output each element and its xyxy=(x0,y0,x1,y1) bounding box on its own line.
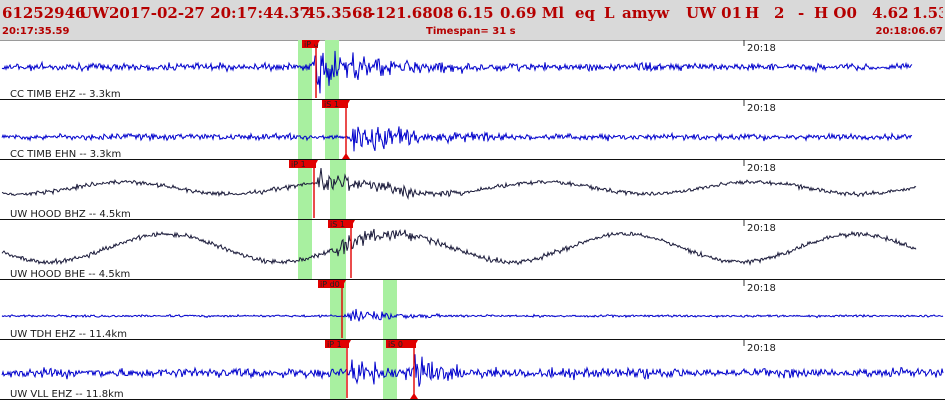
event-analyst: amyw xyxy=(622,4,670,22)
station-label: UW TDH EHZ -- 11.4km xyxy=(10,329,127,340)
waveform-trace xyxy=(1,126,913,152)
event-dash: - xyxy=(798,4,805,22)
event-h-flag: H xyxy=(745,4,760,22)
pick-window xyxy=(298,160,312,220)
pick-window xyxy=(330,280,346,340)
pick-window xyxy=(330,220,346,280)
pick-arrow-down-icon xyxy=(312,40,320,47)
trace-row[interactable]: UW VLL EHZ -- 11.8km 20:18 iP 1 iS 0 xyxy=(0,340,945,400)
event-id[interactable]: 61252946 xyxy=(2,4,86,22)
pick-window xyxy=(383,340,397,400)
phase-pick[interactable]: iS 1 xyxy=(328,220,355,278)
station-label: CC TIMB EHN -- 3.3km xyxy=(10,149,121,160)
pick-window xyxy=(325,100,339,160)
waveform-trace xyxy=(1,308,944,322)
phase-pick[interactable]: iS 0 xyxy=(386,340,418,399)
event-quality: H O0 xyxy=(814,4,857,22)
time-tick-label: 20:18 xyxy=(747,223,776,234)
pick-label: iP 1 xyxy=(327,340,342,349)
pick-flag[interactable] xyxy=(328,220,353,228)
trace-row[interactable]: CC TIMB EHZ -- 3.3km 20:18 iP 0 xyxy=(0,40,945,100)
phase-pick[interactable]: iP 0 xyxy=(302,40,320,98)
station-label: UW VLL EHZ -- 11.8km xyxy=(10,389,124,400)
station-label: CC TIMB EHZ -- 3.3km xyxy=(10,89,121,100)
pick-window-layer xyxy=(298,40,397,400)
event-flag: L xyxy=(604,4,615,22)
pick-label: iP d0 xyxy=(320,280,340,289)
pick-label: iP 1 xyxy=(291,160,306,169)
pick-arrow-down-icon xyxy=(342,100,350,107)
waveform-trace xyxy=(1,168,917,201)
event-longitude: -121.6808 xyxy=(369,4,454,22)
pick-flag[interactable] xyxy=(325,340,349,348)
event-erh: 1.53 xyxy=(912,4,943,22)
pick-window xyxy=(330,160,346,220)
pick-arrow-down-icon xyxy=(310,160,318,167)
trace-row[interactable]: UW HOOD BHZ -- 4.5km 20:18 iP 1 xyxy=(0,160,945,220)
phase-pick[interactable]: iP 1 xyxy=(289,160,318,218)
event-network: UW xyxy=(79,4,109,22)
waveform-panel[interactable]: CC TIMB EHZ -- 3.3km 20:18 iP 0 CC TIMB EHN… xyxy=(0,40,945,400)
timespan-label: Timespan= 31 s xyxy=(426,26,516,37)
event-summary-line: 61252946 UW 2017-02-27 20:17:44.37 45.35… xyxy=(2,1,943,25)
phase-pick[interactable]: iP d0 xyxy=(318,280,346,338)
trace-row[interactable]: UW HOOD BHE -- 4.5km 20:18 iS 1 xyxy=(0,220,945,280)
event-depth: 6.15 xyxy=(457,4,494,22)
event-magnitude: 0.69 Ml xyxy=(500,4,565,22)
pick-window xyxy=(298,40,312,100)
pick-flag[interactable] xyxy=(302,40,318,48)
pick-flag[interactable] xyxy=(289,160,316,168)
pick-arrow-down-icon xyxy=(410,340,418,347)
trace-row[interactable]: CC TIMB EHN -- 3.3km 20:18 iS 1 xyxy=(0,100,945,160)
pick-arrow-up-icon xyxy=(410,393,418,399)
waveform-trace xyxy=(1,228,917,266)
pick-arrow-down-icon xyxy=(347,220,355,227)
trace-row[interactable]: UW TDH EHZ -- 11.4km 20:18 iP d0 xyxy=(0,280,945,340)
event-type: eq xyxy=(575,4,596,22)
pick-flag[interactable] xyxy=(386,340,416,348)
waveform-trace xyxy=(1,354,944,387)
event-latitude: 45.3568 xyxy=(305,4,373,22)
time-tick-label: 20:18 xyxy=(747,163,776,174)
station-label: UW HOOD BHE -- 4.5km xyxy=(10,269,130,280)
time-tick-label: 20:18 xyxy=(747,283,776,294)
pick-arrow-down-icon xyxy=(343,340,351,347)
phase-pick[interactable]: iS 1 xyxy=(322,100,350,159)
event-source: UW 01 xyxy=(686,4,743,22)
pick-label: iS 1 xyxy=(324,100,339,109)
waveform-trace xyxy=(1,50,913,94)
event-header: 61252946 UW 2017-02-27 20:17:44.37 45.35… xyxy=(0,0,945,41)
pick-flag[interactable] xyxy=(322,100,348,108)
station-label: UW HOOD BHZ -- 4.5km xyxy=(10,209,131,220)
pick-window xyxy=(298,220,312,280)
time-tick-label: 20:18 xyxy=(747,103,776,114)
pick-window xyxy=(330,340,346,400)
end-time: 20:18:06.67 xyxy=(875,26,943,37)
pick-arrow-down-icon xyxy=(338,280,346,287)
time-tick-label: 20:18 xyxy=(747,43,776,54)
event-rms: 4.62 xyxy=(872,4,909,22)
pick-flag[interactable] xyxy=(318,280,344,288)
pick-label: iS 1 xyxy=(330,220,345,229)
pick-window xyxy=(383,280,397,340)
pick-label: iS 0 xyxy=(388,340,403,349)
start-time: 20:17:35.59 xyxy=(2,26,70,37)
pick-label: iP 0 xyxy=(304,40,319,49)
pick-arrow-up-icon xyxy=(342,153,350,159)
event-datetime: 2017-02-27 20:17:44.37 xyxy=(109,4,310,22)
traces-layer: CC TIMB EHZ -- 3.3km 20:18 iP 0 CC TIMB EHN… xyxy=(0,40,945,400)
time-tick-label: 20:18 xyxy=(747,343,776,354)
phase-pick[interactable]: iP 1 xyxy=(325,340,351,398)
event-count: 2 xyxy=(774,4,785,22)
pick-window xyxy=(298,100,312,160)
